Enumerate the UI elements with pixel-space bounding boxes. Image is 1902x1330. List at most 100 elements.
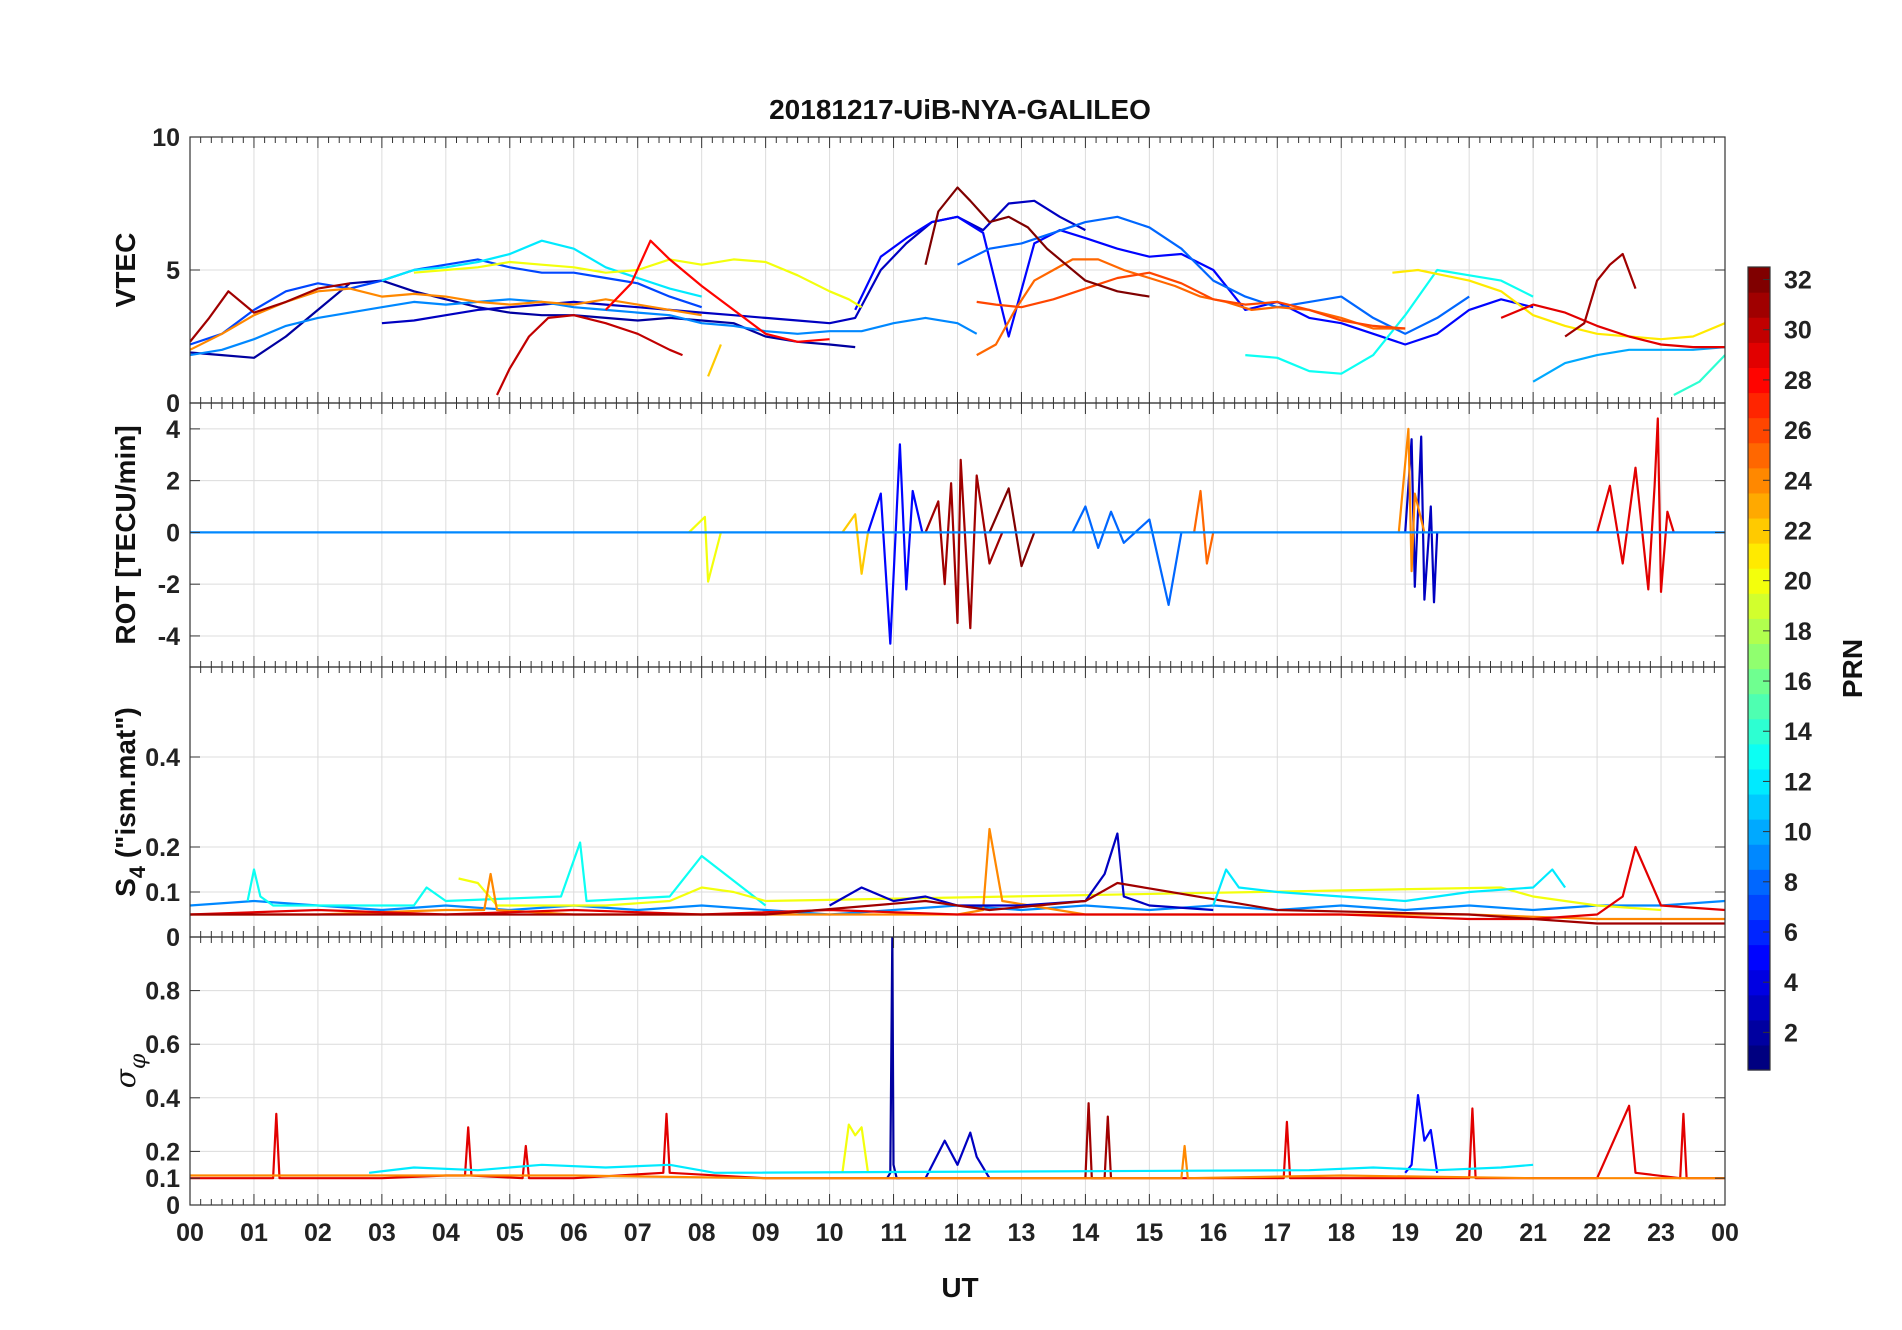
- colorbar-tick-label: 22: [1784, 517, 1812, 545]
- colorbar-swatch: [1748, 492, 1770, 519]
- y-axis-label-sub: φ: [126, 1053, 151, 1069]
- y-tick-label: 2: [166, 468, 180, 496]
- colorbar-swatch: [1748, 317, 1770, 343]
- panel-3: 0 0.1 0.2 0.4S4 ("ism.mat"): [110, 666, 1726, 952]
- colorbar-tick-label: 2: [1784, 1019, 1798, 1047]
- y-tick-label: 0: [166, 924, 180, 952]
- series-line-prn-5: [1404, 1093, 1439, 1174]
- panel-4: 00.10.2 0.4 0.6 0.8 σφ 00 01 02 03 04 05 06 07 08 09 10…: [109, 936, 1739, 1247]
- colorbar-swatch: [1748, 367, 1770, 394]
- chart-title: 20181217-UiB-NYA-GALILEO: [769, 94, 1151, 125]
- y-axis-label-rest: ("ism.mat"): [110, 707, 141, 866]
- colorbar-swatch: [1748, 768, 1770, 795]
- colorbar-swatch: [1748, 267, 1770, 293]
- series-group: [190, 417, 1725, 645]
- series-group: [190, 827, 1725, 925]
- y-tick-label: 0.8: [145, 978, 180, 1006]
- y-tick-label: 4: [166, 416, 180, 444]
- y-tick-label: 0.2: [145, 1138, 180, 1166]
- y-tick-label: 0.1: [145, 879, 180, 907]
- colorbar-swatch: [1748, 743, 1770, 770]
- x-tick-label: 08: [688, 1219, 716, 1247]
- series-line-prn-5: [854, 215, 1534, 346]
- series-line-prn-2: [190, 279, 856, 359]
- series-line-prn-22: [841, 513, 870, 575]
- series-line-prn-12: [1212, 868, 1566, 906]
- colorbar-swatch: [1748, 819, 1770, 845]
- colorbar-tick-label: 18: [1784, 618, 1812, 646]
- y-tick-label: 5: [166, 257, 180, 285]
- colorbar-swatch: [1748, 543, 1770, 569]
- colorbar-swatch: [1748, 844, 1770, 870]
- series-line-prn-3: [924, 1131, 991, 1179]
- series-line-prn-20: [413, 258, 863, 309]
- series-line-prn-10: [1532, 346, 1725, 383]
- y-axis-label: ROT [TECU/min]: [110, 425, 141, 644]
- y-tick-label: 0.6: [145, 1031, 180, 1059]
- colorbar-swatch: [1748, 467, 1770, 494]
- x-tick-label: 19: [1391, 1219, 1419, 1247]
- y-tick-label: 0: [166, 1192, 180, 1220]
- colorbar-tick-label: 8: [1784, 869, 1798, 897]
- x-tick-label: 01: [240, 1219, 268, 1247]
- series-group: [190, 186, 1725, 396]
- colorbar-swatch: [1748, 668, 1770, 695]
- y-tick-label: 10: [152, 124, 180, 152]
- colorbar-swatch: [1748, 718, 1770, 745]
- series-line-prn-29: [190, 1104, 1725, 1180]
- x-tick-label: 18: [1327, 1219, 1355, 1247]
- colorbar-label: PRN: [1837, 639, 1868, 698]
- colorbar-frame: [1747, 266, 1771, 1071]
- x-tick-label: 06: [560, 1219, 588, 1247]
- x-tick-label: 10: [816, 1219, 844, 1247]
- colorbar-swatch: [1748, 869, 1770, 895]
- y-axis-label: σφ: [109, 1053, 151, 1088]
- series-line-prn-28: [604, 239, 830, 343]
- colorbar-tick-label: 30: [1784, 317, 1812, 345]
- series-line-prn-3: [381, 199, 1086, 325]
- x-tick-label: 12: [944, 1219, 972, 1247]
- colorbar-tick-label: 10: [1784, 819, 1812, 847]
- series-line-prn-13: [1245, 268, 1534, 375]
- x-tick-label: 13: [1008, 1219, 1036, 1247]
- series-line-prn-22: [707, 344, 722, 377]
- colorbar-tick-label: 12: [1784, 768, 1812, 796]
- y-axis-label: S4 ("ism.mat"): [110, 707, 150, 897]
- colorbar-swatch: [1748, 994, 1770, 1021]
- x-tick-label: 14: [1072, 1219, 1100, 1247]
- y-tick-label: 0.2: [145, 834, 180, 862]
- series-line-prn-31: [1564, 252, 1637, 338]
- series-line-prn-31: [190, 282, 351, 343]
- series-line-prn-5: [866, 443, 924, 645]
- panel-1: 0 5 10 VTEC: [110, 124, 1726, 418]
- x-tick-label: 11: [880, 1219, 907, 1247]
- colorbar-tick-label: 14: [1784, 718, 1812, 746]
- colorbar-tick-label: 28: [1784, 367, 1812, 395]
- series-line-prn-9: [190, 298, 978, 357]
- colorbar-tick-label: 6: [1784, 919, 1798, 947]
- series-line-prn-30: [496, 314, 683, 396]
- series-line-prn-32: [988, 487, 1036, 568]
- series-line-prn-29: [190, 845, 1725, 921]
- colorbar-swatch: [1748, 1019, 1770, 1046]
- series-line-prn-13: [246, 841, 767, 907]
- x-tick-label: 09: [752, 1219, 780, 1247]
- colorbar-swatch: [1748, 442, 1770, 469]
- x-tick-label: 20: [1455, 1219, 1483, 1247]
- panel-2: -4 -2 0 2 4 ROT [TECU/min]: [110, 402, 1726, 668]
- y-tick-label: 0.4: [145, 744, 180, 772]
- y-tick-label: 0: [166, 519, 180, 547]
- colorbar-swatch: [1748, 919, 1770, 946]
- y-tick-label: -2: [158, 571, 180, 599]
- colorbar-swatch: [1748, 593, 1770, 619]
- x-tick-label: 16: [1199, 1219, 1227, 1247]
- colorbar-swatch: [1748, 342, 1770, 368]
- y-axis-label: VTEC: [110, 233, 141, 308]
- y-axis-label-main: σ: [109, 1068, 142, 1088]
- x-tick-label: 04: [432, 1219, 460, 1247]
- colorbar-swatch: [1748, 693, 1770, 720]
- series-line-prn-8: [1071, 505, 1183, 607]
